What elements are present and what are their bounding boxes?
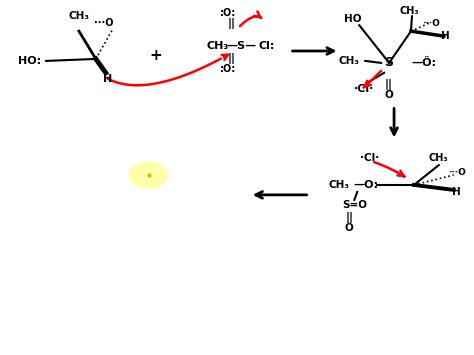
Text: HO: HO bbox=[344, 14, 361, 24]
Text: CH₃: CH₃ bbox=[339, 56, 360, 66]
Text: ···O: ···O bbox=[448, 168, 465, 176]
Text: ||: || bbox=[228, 18, 236, 29]
Text: :O:: :O: bbox=[220, 64, 236, 74]
Text: CH₃: CH₃ bbox=[207, 41, 229, 51]
Text: CH₃: CH₃ bbox=[429, 153, 448, 163]
Text: —Ö:: —Ö: bbox=[411, 58, 437, 68]
Text: H: H bbox=[452, 187, 461, 197]
Text: —S—: —S— bbox=[227, 41, 257, 51]
Text: CH₃: CH₃ bbox=[399, 6, 419, 16]
Text: ·Cl·: ·Cl· bbox=[360, 153, 379, 163]
Text: :O:: :O: bbox=[220, 8, 236, 18]
Text: ·Cl·: ·Cl· bbox=[354, 84, 374, 94]
Text: CH₃: CH₃ bbox=[68, 11, 90, 21]
Text: H: H bbox=[441, 31, 450, 41]
Text: CH₃: CH₃ bbox=[329, 180, 350, 190]
Text: Cl:: Cl: bbox=[259, 41, 275, 51]
Text: S=O: S=O bbox=[342, 200, 367, 210]
Text: +: + bbox=[149, 49, 162, 64]
Text: —O:: —O: bbox=[354, 180, 379, 190]
Text: HO:: HO: bbox=[18, 56, 41, 66]
Text: S: S bbox=[384, 56, 393, 70]
Text: O: O bbox=[345, 223, 354, 233]
Text: H: H bbox=[103, 74, 112, 84]
Text: ||: || bbox=[228, 54, 236, 65]
Text: ||: || bbox=[385, 79, 393, 90]
Text: O: O bbox=[385, 90, 393, 100]
Text: ···O: ···O bbox=[422, 19, 440, 28]
Ellipse shape bbox=[129, 162, 167, 188]
Text: ||: || bbox=[346, 212, 353, 223]
Text: ···O: ···O bbox=[94, 18, 114, 28]
